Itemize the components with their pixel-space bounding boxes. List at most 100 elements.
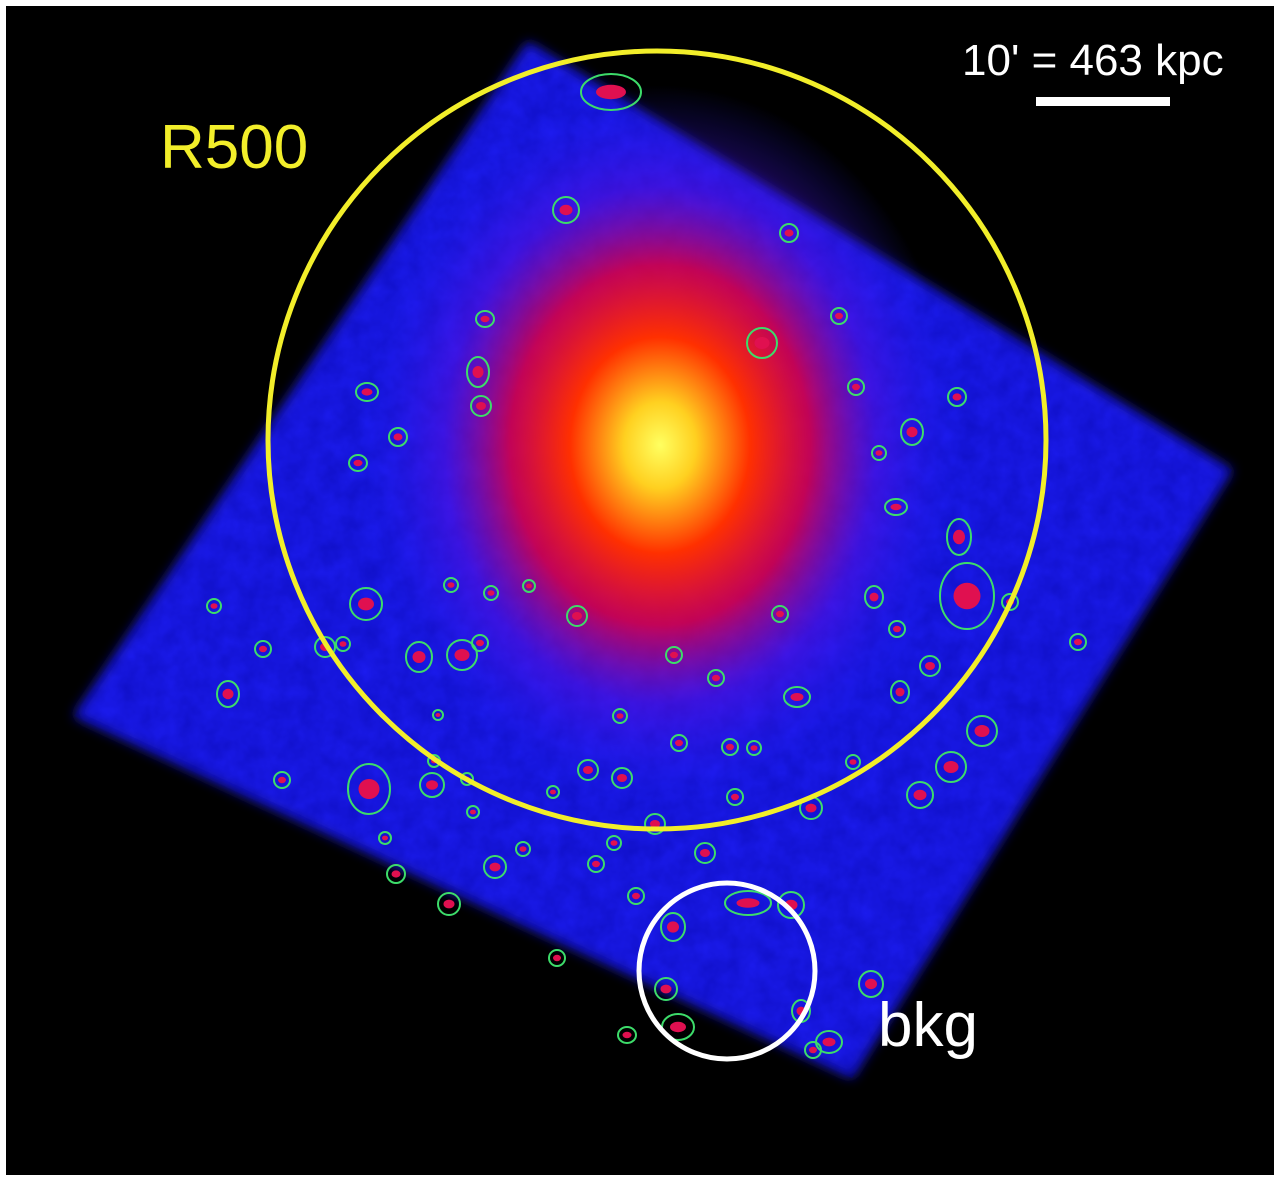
source-contour <box>746 740 762 756</box>
source-contour <box>546 785 560 799</box>
source-core <box>426 780 438 790</box>
source-core <box>358 597 374 611</box>
source-contour <box>206 598 222 614</box>
source-contour <box>349 587 383 621</box>
source-core <box>476 402 486 410</box>
source-contour <box>378 831 392 845</box>
source-contour <box>935 751 967 783</box>
source-contour <box>665 646 683 664</box>
source-core <box>750 745 758 751</box>
source-core <box>660 984 672 994</box>
source-core <box>852 383 860 391</box>
source-contour <box>617 1026 637 1044</box>
source-core <box>353 459 363 467</box>
source-core <box>259 645 267 653</box>
source-contour <box>216 680 240 708</box>
source-core <box>358 779 380 799</box>
source-contour <box>777 891 805 919</box>
source-contour <box>273 771 291 789</box>
source-contour <box>347 763 391 815</box>
source-contour <box>466 356 490 388</box>
scale-label: 10' = 463 kpc <box>962 36 1224 85</box>
source-core <box>382 835 388 841</box>
source-contour <box>1069 633 1087 651</box>
source-contour <box>432 709 444 721</box>
source-core <box>712 674 720 682</box>
source-contour <box>966 715 998 747</box>
source-core <box>476 639 484 647</box>
source-contour <box>946 518 972 556</box>
source-core <box>675 739 683 747</box>
source-core <box>572 612 582 620</box>
source-core <box>726 743 734 751</box>
source-core <box>454 649 470 661</box>
source-contour <box>746 327 778 359</box>
source-contour <box>612 708 628 724</box>
bkg-label: bkg <box>878 991 978 1060</box>
source-core <box>895 687 905 697</box>
source-core <box>953 529 965 545</box>
source-core <box>670 1021 686 1033</box>
source-core <box>632 892 640 900</box>
source-core <box>953 582 981 610</box>
source-contour <box>466 805 480 819</box>
source-core <box>784 229 794 237</box>
source-contour <box>884 498 908 516</box>
source-core <box>592 860 600 868</box>
source-contour <box>864 585 884 609</box>
source-contour <box>405 641 433 673</box>
source-contour <box>845 754 861 770</box>
source-contour <box>858 970 884 998</box>
source-core <box>489 862 501 872</box>
source-contour <box>446 639 478 671</box>
source-core <box>480 315 490 323</box>
source-core <box>943 761 959 773</box>
source-core <box>906 426 918 438</box>
source-contour <box>947 387 967 407</box>
source-contour <box>515 841 531 857</box>
source-core <box>596 84 626 100</box>
source-core <box>472 366 484 378</box>
source-core <box>790 693 804 701</box>
source-contour <box>355 382 379 402</box>
source-contour <box>348 454 368 472</box>
source-core <box>822 1037 836 1047</box>
point-source-contours <box>206 73 1087 1059</box>
source-core <box>447 582 455 588</box>
source-core <box>412 651 426 663</box>
source-contour <box>335 636 351 652</box>
source-core <box>519 846 527 852</box>
source-core <box>925 662 935 670</box>
source-contour <box>470 395 492 417</box>
source-contour <box>900 418 924 446</box>
source-contour <box>522 579 536 593</box>
source-contour <box>1001 593 1019 611</box>
bkg-circle <box>636 880 818 1062</box>
source-core <box>550 789 556 795</box>
source-core <box>526 583 532 589</box>
source-contour <box>721 738 739 756</box>
source-contour <box>783 686 811 708</box>
source-contour <box>314 636 336 658</box>
source-core <box>222 688 234 700</box>
source-core <box>616 713 624 719</box>
source-core <box>875 450 883 456</box>
source-core <box>952 393 962 401</box>
source-core <box>974 725 990 737</box>
source-contour <box>483 855 507 879</box>
source-core <box>553 954 561 962</box>
source-contour <box>577 759 599 781</box>
source-contour <box>552 196 580 224</box>
source-contour <box>726 788 744 806</box>
source-contour <box>483 585 499 601</box>
source-contour <box>939 562 995 630</box>
source-contour <box>871 445 887 461</box>
source-core <box>617 774 627 782</box>
source-core <box>731 793 739 801</box>
source-core <box>393 433 403 441</box>
source-contour <box>419 772 445 798</box>
r500-label: R500 <box>160 113 309 182</box>
source-contour <box>471 634 489 652</box>
